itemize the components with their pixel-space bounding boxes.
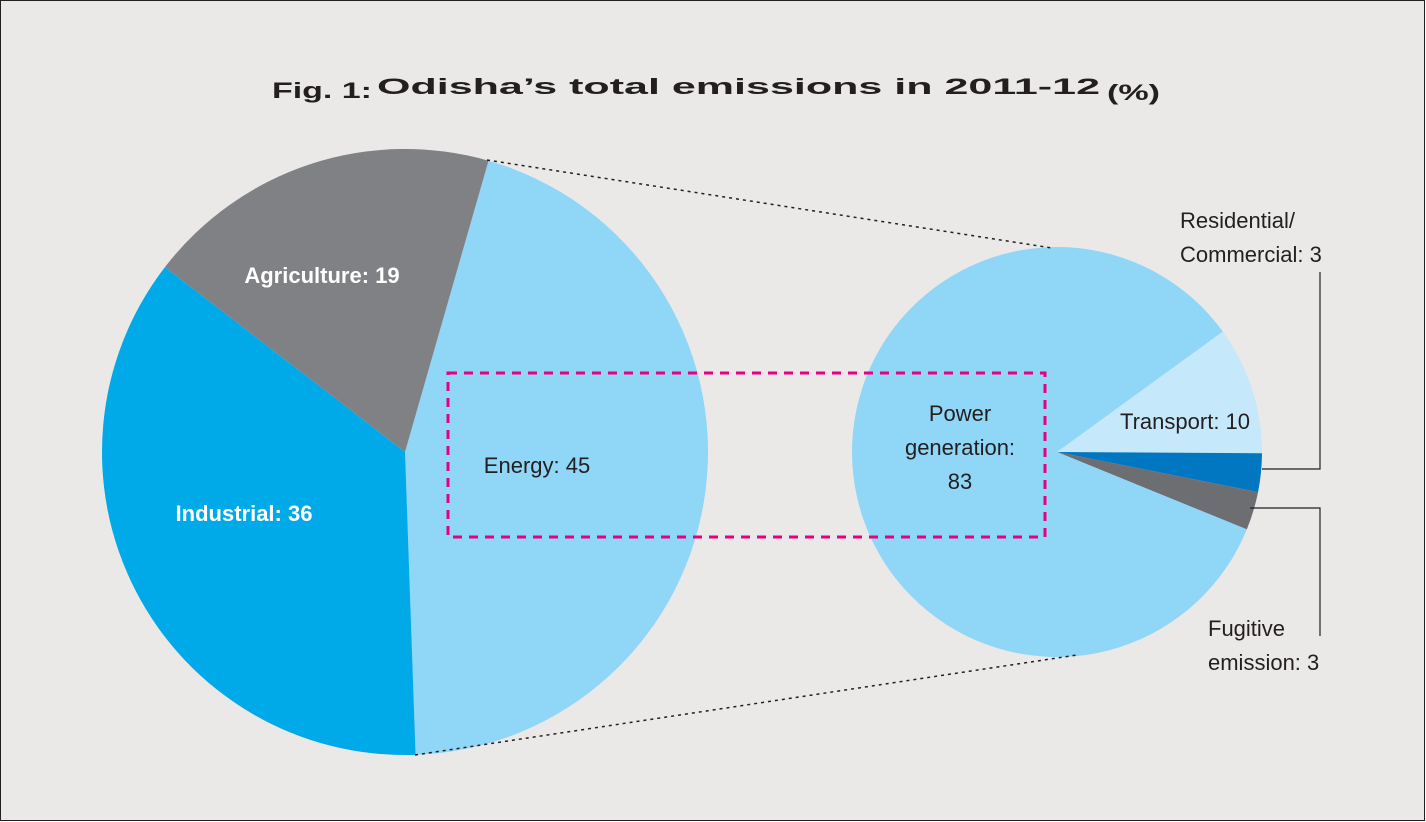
data-label: emission: 3 (1208, 650, 1319, 675)
data-label: Residential/ (1180, 208, 1296, 233)
data-label: Agriculture: 19 (244, 263, 399, 288)
title-unit: (%) (1107, 80, 1160, 105)
connector-line (486, 159, 1053, 249)
leader-line (1250, 507, 1321, 636)
pie-slice (1057, 452, 1262, 493)
pie-slice (164, 148, 489, 452)
chart-title: Odisha’s total emissions in 2011-12 (377, 74, 1100, 99)
data-label: Industrial: 36 (176, 501, 313, 526)
pie-slice (101, 267, 416, 755)
data-label: Transport: 10 (1120, 409, 1250, 434)
data-label: generation: (905, 435, 1015, 460)
pie-slice (405, 160, 708, 755)
highlight-box (446, 371, 1047, 539)
connectors (414, 159, 1078, 756)
data-label: Fugitive (1208, 616, 1285, 641)
data-label: Power (929, 401, 991, 426)
data-label: Energy: 45 (484, 453, 590, 478)
pie-slice (1057, 331, 1262, 454)
title-prefix: Fig. 1: (272, 78, 372, 103)
data-label: Commercial: 3 (1180, 242, 1322, 267)
leader-line (1262, 272, 1321, 470)
data-label: 83 (948, 469, 972, 494)
pie-slice (1057, 452, 1259, 530)
pie-slice (852, 247, 1247, 658)
